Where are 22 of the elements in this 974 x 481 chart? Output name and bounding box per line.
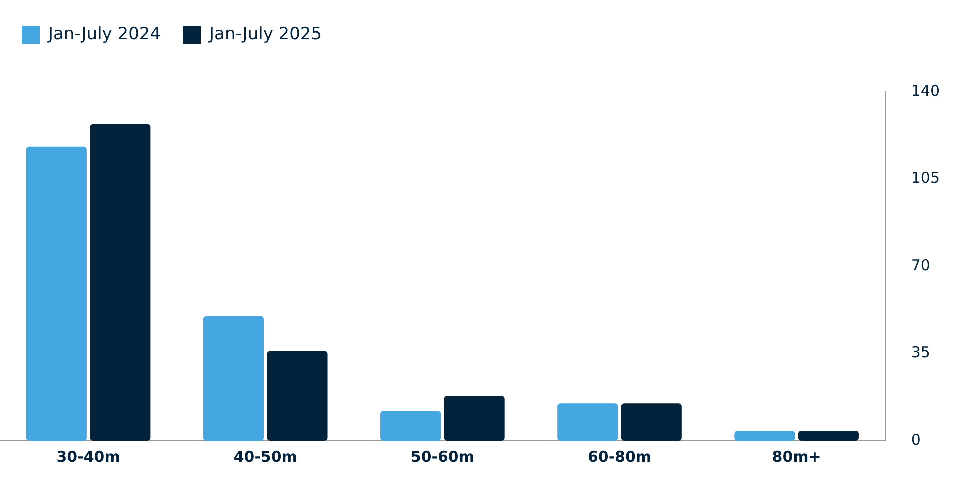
x-tick-label: 60-80m (588, 448, 652, 466)
bar (558, 404, 618, 441)
legend-label: Jan-July 2025 (208, 24, 322, 44)
x-tick-label: 30-40m (56, 448, 120, 466)
bar (203, 316, 264, 441)
y-tick-label: 140 (911, 82, 940, 100)
bar (798, 431, 859, 441)
y-tick-label: 35 (911, 344, 930, 362)
bar (380, 411, 442, 441)
bar (444, 396, 505, 441)
x-tick-label: 40-50m (234, 448, 298, 466)
legend-label: Jan-July 2024 (48, 24, 162, 44)
bar (90, 124, 151, 441)
bar (26, 146, 87, 441)
y-tick-label: 70 (911, 256, 930, 274)
y-tick-label: 0 (911, 430, 921, 449)
bar (734, 431, 796, 441)
x-tick-label: 50-60m (410, 448, 474, 466)
y-tick-label: 105 (911, 169, 940, 188)
bar (621, 404, 682, 441)
x-tick-label: 80m+ (772, 448, 822, 466)
bar (267, 351, 328, 441)
